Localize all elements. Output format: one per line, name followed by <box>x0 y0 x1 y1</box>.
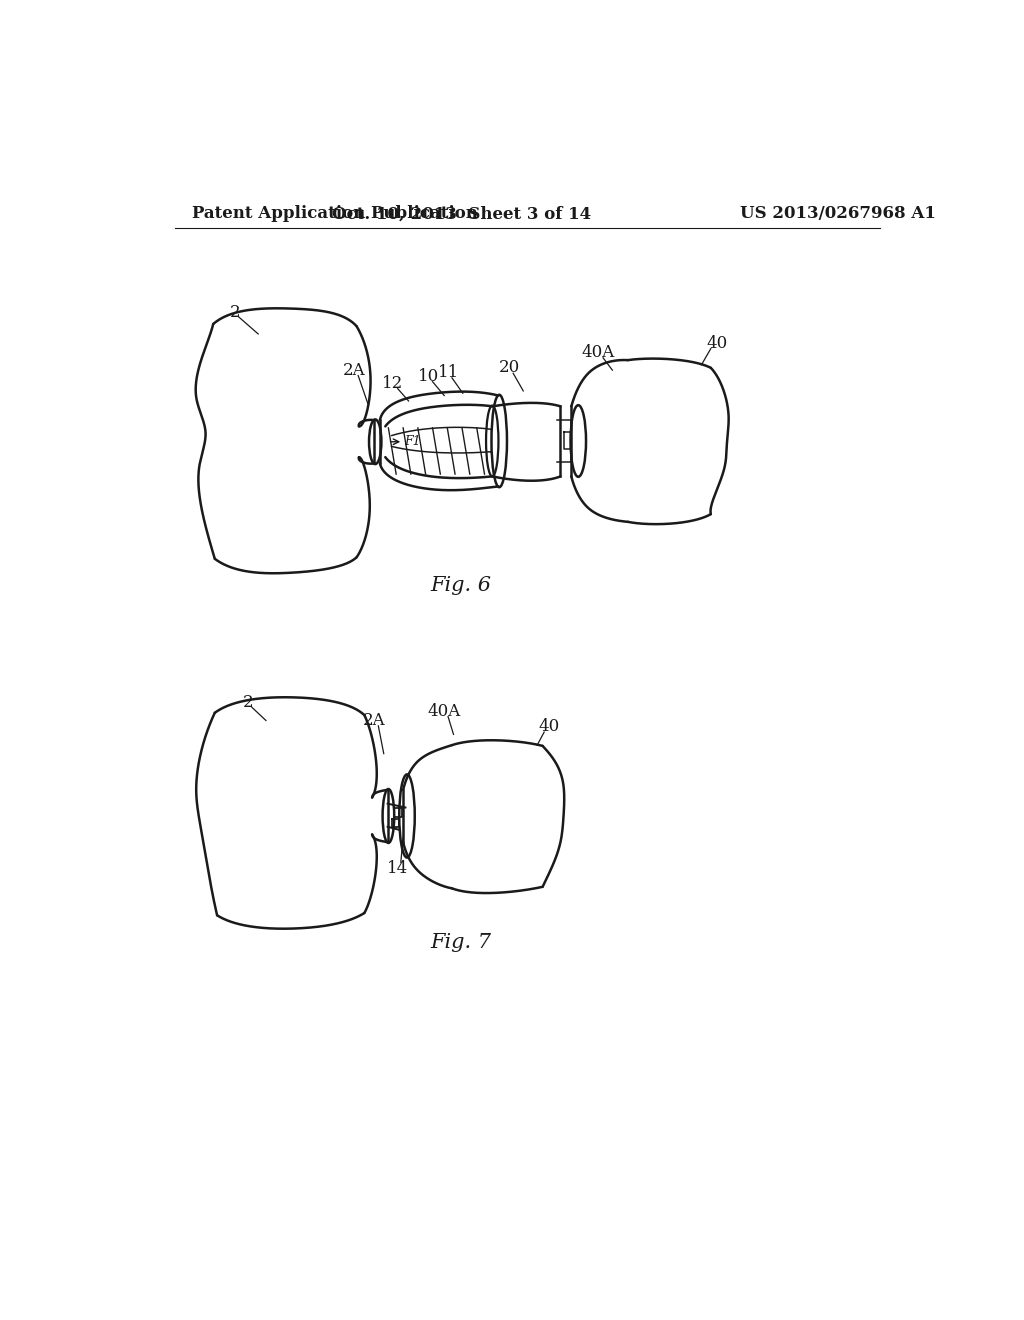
Text: Fig. 7: Fig. 7 <box>431 933 492 952</box>
Text: 12: 12 <box>382 375 403 392</box>
Text: 2A: 2A <box>364 711 386 729</box>
Text: 40: 40 <box>707 335 728 351</box>
Text: 2A: 2A <box>343 362 366 379</box>
Text: US 2013/0267968 A1: US 2013/0267968 A1 <box>740 206 936 222</box>
Text: Patent Application Publication: Patent Application Publication <box>191 206 477 222</box>
Text: F1: F1 <box>404 436 421 449</box>
Text: 20: 20 <box>499 359 520 376</box>
Text: 2: 2 <box>243 693 253 710</box>
Text: Oct. 10, 2013  Sheet 3 of 14: Oct. 10, 2013 Sheet 3 of 14 <box>332 206 591 222</box>
Text: 2: 2 <box>229 304 241 321</box>
Text: 40A: 40A <box>582 345 615 360</box>
Text: 10: 10 <box>418 368 439 385</box>
Text: 11: 11 <box>437 364 459 381</box>
Text: 14: 14 <box>387 859 409 876</box>
Text: 40: 40 <box>539 718 559 735</box>
Text: 40A: 40A <box>428 702 461 719</box>
Text: Fig. 6: Fig. 6 <box>431 577 492 595</box>
